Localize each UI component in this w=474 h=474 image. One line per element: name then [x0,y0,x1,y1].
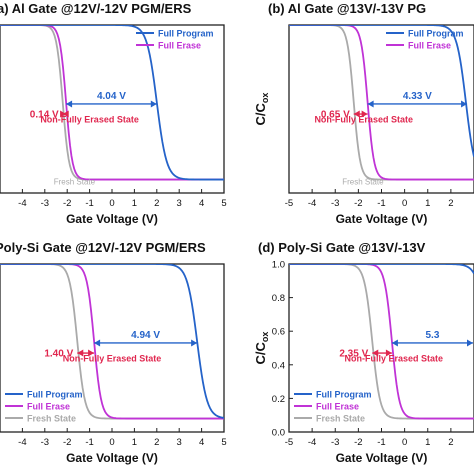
shift-value-label: 2.35 V [339,349,368,360]
x-tick-label: 3 [177,437,182,448]
x-tick-label: -2 [354,198,362,209]
x-tick-label: 5 [221,437,226,448]
series-line-full-program [0,264,224,419]
series-line-full-erase [289,264,474,420]
shift-value-label: 4.94 V [131,330,160,341]
arrowhead-right [467,339,473,347]
x-tick-label: -1 [377,198,385,209]
x-tick-label: -2 [354,437,362,448]
x-tick-label: -2 [63,198,71,209]
x-tick-label: -5 [285,198,293,209]
x-axis-label: Gate Voltage (V) [336,451,428,465]
x-axis-label: Gate Voltage (V) [336,212,428,226]
x-tick-label: -4 [18,437,26,448]
legend-label: Full Program [158,29,214,39]
arrowhead-left [391,339,398,347]
x-tick-label: 2 [448,198,453,209]
x-tick-label: 4 [199,198,204,209]
legend-label: Fresh State [316,414,365,424]
legend-label: Full Program [27,390,83,400]
series-line-full-erase [0,264,224,420]
x-tick-label: -1 [85,437,93,448]
panel-title: (b) Al Gate @13V/-13V PG [268,1,426,16]
x-tick-label: 3 [177,198,182,209]
x-tick-label: -4 [18,198,26,209]
y-axis-label: C/Cox [253,332,270,365]
series-line-full-program [0,25,224,181]
panel-title: (d) Poly-Si Gate @13V/-13V [258,240,426,255]
arrowhead-right [361,110,368,118]
annotation-label: Non-Fully Erased State [345,353,444,363]
x-tick-label: 0 [402,198,407,209]
legend-label: Full Erase [27,402,70,412]
x-tick-label: 1 [425,198,430,209]
annotation-label: Fresh State [54,178,96,187]
x-tick-label: -2 [63,437,71,448]
shift-value-label: 1.40 V [44,349,73,360]
arrowhead-right [88,349,95,357]
x-tick-label: -3 [41,437,49,448]
annotation-label: Fresh State [342,178,384,187]
legend-label: Full Program [408,29,464,39]
legend-label: Fresh State [27,414,76,424]
x-tick-label: 5 [221,198,226,209]
x-tick-label: 4 [199,437,204,448]
y-tick-label: 0.4 [272,360,285,371]
x-tick-label: 0 [109,437,114,448]
y-tick-label: 1.0 [272,260,285,271]
x-tick-label: -5 [285,437,293,448]
x-tick-label: 1 [132,198,137,209]
shift-value-label: 0.14 V [30,110,59,121]
y-tick-label: 0.6 [272,327,285,338]
x-axis-label: Gate Voltage (V) [66,451,158,465]
arrowhead-right [60,110,67,118]
legend-label: Full Erase [158,41,201,51]
x-tick-label: 1 [132,437,137,448]
panel-title: a) Al Gate @12V/-12V PGM/ERS [0,1,192,16]
annotation-label: Non-Fully Erased State [314,114,413,124]
x-tick-label: -4 [308,437,316,448]
x-tick-label: 1 [425,437,430,448]
arrowhead-right [191,339,198,347]
x-tick-label: -4 [308,198,316,209]
x-tick-label: -3 [331,198,339,209]
series-line-full-program [289,264,474,274]
annotation-label: Non-Fully Erased State [63,353,162,363]
arrowhead-right [461,100,468,108]
shift-value-label: 4.33 V [403,91,432,102]
x-axis-label: Gate Voltage (V) [66,212,158,226]
shift-value-label: 5.3 [426,330,440,341]
x-tick-label: -1 [377,437,385,448]
y-tick-label: 0.2 [272,394,285,405]
legend-label: Full Erase [408,41,451,51]
legend-label: Full Erase [316,402,359,412]
arrowhead-left [66,100,73,108]
arrowhead-left [372,349,379,357]
arrowhead-left [94,339,101,347]
x-tick-label: -3 [41,198,49,209]
series-line-full-erase [289,25,474,181]
x-tick-label: 0 [109,198,114,209]
panel-title: Poly-Si Gate @12V/-12V PGM/ERS [0,240,206,255]
arrowhead-right [150,100,157,108]
arrowhead-left [353,110,360,118]
x-tick-label: 2 [154,437,159,448]
shift-value-label: 0.65 V [321,110,350,121]
shift-value-label: 4.04 V [97,91,126,102]
arrowhead-right [385,349,392,357]
annotation-label: Non-Fully Erased State [40,114,139,124]
y-tick-label: 0.0 [272,428,285,439]
y-tick-label: 0.8 [272,293,285,304]
x-tick-label: 0 [402,437,407,448]
arrowhead-left [77,349,84,357]
legend-label: Full Program [316,390,372,400]
series-line-full-program [289,25,474,157]
x-tick-label: 2 [448,437,453,448]
x-tick-label: -1 [85,198,93,209]
y-axis-label: C/Cox [253,93,270,126]
x-tick-label: -3 [331,437,339,448]
x-tick-label: 2 [154,198,159,209]
arrowhead-left [367,100,374,108]
